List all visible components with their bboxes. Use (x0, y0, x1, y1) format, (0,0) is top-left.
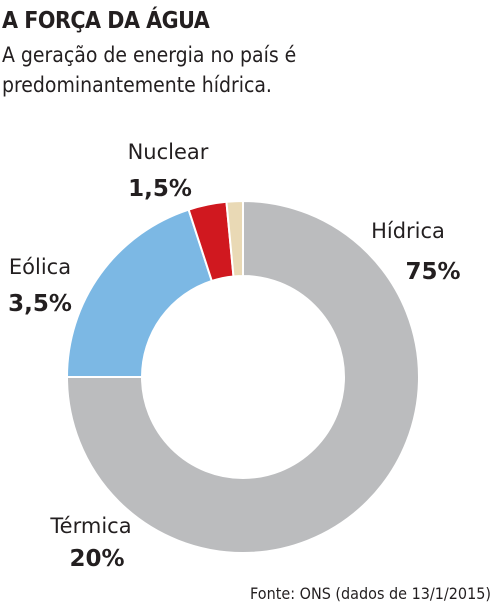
label-hidrica-name: Hídrica (371, 219, 445, 243)
label-termica-value: 20% (69, 546, 124, 572)
label-nuclear-name: Nuclear (128, 140, 209, 164)
chart-title: A FORÇA DA ÁGUA (2, 8, 210, 34)
subtitle-line-1: A geração de energia no país é (2, 43, 297, 67)
chart-subtitle: A geração de energia no país é predomina… (2, 40, 472, 100)
slice-hidrica (65, 199, 420, 554)
subtitle-line-2: predominantemente hídrica. (2, 73, 272, 97)
slice-nuclear (225, 199, 244, 278)
label-eolica-name: Eólica (9, 255, 71, 279)
slice-termica (65, 208, 214, 378)
donut-slices (65, 199, 420, 554)
label-nuclear-value: 1,5% (128, 176, 192, 202)
label-hidrica-value: 75% (405, 259, 460, 285)
source-note: Fonte: ONS (dados de 13/1/2015) (250, 584, 491, 603)
label-termica-name: Térmica (49, 514, 131, 538)
label-eolica-value: 3,5% (8, 291, 72, 317)
